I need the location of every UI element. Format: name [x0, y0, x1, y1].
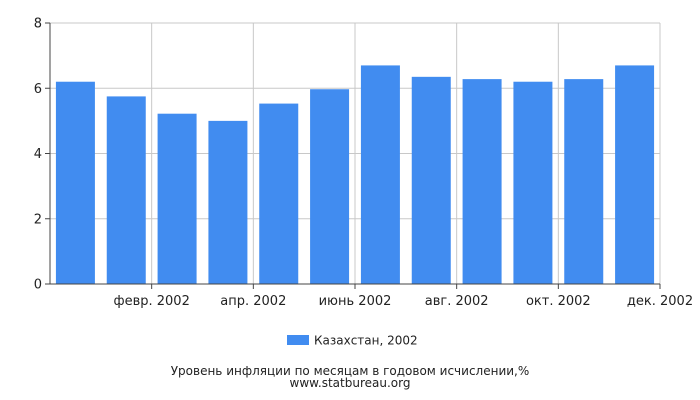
bar-series	[55, 65, 655, 285]
x-tick-label: авг. 2002	[425, 294, 489, 309]
y-tick-label: 6	[34, 82, 42, 97]
axes	[45, 22, 661, 289]
source-url: www.statbureau.org	[289, 376, 411, 390]
y-tick-label: 4	[34, 147, 42, 162]
y-tick-labels: 0 2 4 6 8	[34, 17, 42, 293]
y-tick-label: 2	[34, 212, 42, 227]
bar	[310, 89, 350, 284]
bar	[208, 120, 248, 284]
bar	[360, 65, 400, 284]
bar	[259, 103, 299, 285]
bar	[513, 81, 553, 284]
x-tick-label: дек. 2002	[627, 294, 693, 309]
legend-label: Казахстан, 2002	[314, 334, 418, 348]
bar	[564, 79, 604, 285]
bar	[106, 96, 146, 284]
bar	[462, 79, 502, 285]
x-tick-labels: февр. 2002 апр. 2002 июнь 2002 авг. 2002 окт…	[113, 294, 693, 309]
y-tick-label: 8	[34, 17, 42, 32]
legend: Казахстан, 2002	[287, 334, 418, 348]
bar	[55, 81, 95, 284]
bar	[411, 76, 451, 284]
bar	[615, 65, 655, 284]
legend-swatch	[287, 335, 309, 345]
grid-lines	[50, 22, 661, 284]
x-tick-label: апр. 2002	[220, 294, 286, 309]
x-tick-label: февр. 2002	[113, 294, 189, 309]
y-tick-label: 0	[34, 278, 42, 293]
bar	[157, 113, 197, 284]
x-tick-label: июнь 2002	[319, 294, 392, 309]
x-tick-label: окт. 2002	[526, 294, 591, 309]
chart-caption: Уровень инфляции по месяцам в годовом ис…	[170, 364, 530, 378]
